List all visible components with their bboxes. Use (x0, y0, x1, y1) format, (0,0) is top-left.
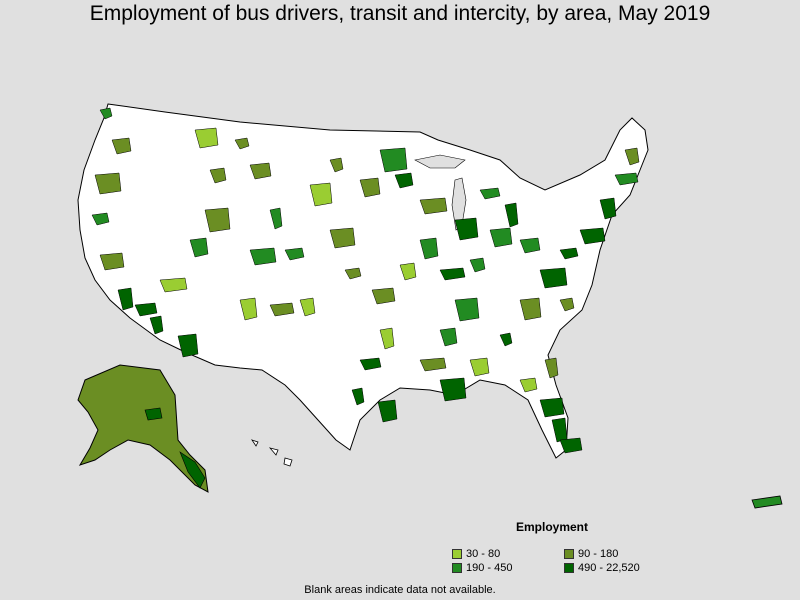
map-region (544, 357, 559, 379)
map-region (539, 397, 565, 418)
map-title: Employment of bus drivers, transit and i… (89, 2, 711, 25)
map-region (469, 357, 490, 377)
legend-item-2: 90 - 180 (564, 548, 618, 560)
map-region (614, 172, 639, 186)
map-region (394, 172, 414, 189)
map-region (91, 212, 110, 226)
alaska-panhandle-region (179, 451, 206, 489)
map-region (519, 377, 538, 393)
map-region (559, 247, 579, 260)
legend-title: Employment (516, 520, 589, 534)
map-region (377, 399, 398, 423)
legend-swatch-4 (564, 563, 574, 573)
legend-item-1: 30 - 80 (452, 548, 500, 560)
map-region (539, 267, 568, 289)
lake-superior (414, 154, 466, 169)
map-region (351, 387, 365, 406)
map-region (559, 437, 583, 454)
map-region (504, 202, 519, 228)
map-region (299, 297, 316, 317)
map-region (329, 227, 356, 249)
map-region (419, 197, 448, 215)
map-region (419, 357, 447, 372)
map-region (519, 237, 541, 254)
map-region (371, 287, 396, 305)
legend-label-2: 90 - 180 (578, 548, 619, 560)
map-region (439, 327, 458, 347)
alaska-region-dark (144, 407, 163, 421)
map-region (551, 417, 568, 443)
map-region (249, 247, 277, 266)
map-region (454, 217, 479, 241)
map-region (309, 182, 333, 207)
map-region (489, 227, 513, 248)
legend-swatch-1 (452, 549, 462, 559)
map-region (379, 147, 408, 173)
map-region (479, 187, 501, 200)
map-region (239, 297, 258, 321)
map-region (111, 137, 132, 155)
map-region (209, 167, 227, 184)
map-region (269, 207, 283, 230)
legend-swatch-3 (452, 563, 462, 573)
legend-swatch-2 (564, 549, 574, 559)
map-region (194, 127, 219, 149)
map-region (249, 162, 272, 180)
map-region (579, 227, 606, 245)
contiguous-us-landmass (77, 103, 649, 459)
map-region (359, 177, 381, 198)
map-region (177, 333, 199, 358)
map-region (439, 377, 467, 402)
map-region (94, 172, 122, 195)
legend-label-4: 490 - 22,520 (578, 562, 640, 574)
map-region (379, 327, 395, 350)
puerto-rico (751, 495, 783, 509)
map-region (159, 277, 188, 293)
map-region (284, 247, 305, 261)
legend-label-1: 30 - 80 (466, 548, 501, 560)
map-region (134, 302, 158, 317)
map-region (599, 197, 617, 220)
map-region (469, 257, 486, 273)
map-region (189, 237, 209, 258)
map-region (269, 302, 295, 317)
alaska-landmass (77, 364, 209, 493)
map-region (204, 207, 231, 233)
area-regions (91, 107, 640, 454)
hawaii-islands (251, 439, 293, 467)
map-region (559, 297, 575, 312)
map-region (399, 262, 417, 281)
map-region (99, 107, 113, 120)
map-region (329, 157, 344, 173)
legend-item-4: 490 - 22,520 (564, 562, 640, 574)
map-region (499, 332, 513, 347)
map-region (519, 297, 542, 321)
legend-item-3: 190 - 450 (452, 562, 512, 574)
map-region (234, 137, 250, 150)
map-region (344, 267, 362, 280)
map-region (454, 297, 480, 322)
legend-label-3: 190 - 450 (466, 562, 513, 574)
map-region (439, 267, 466, 281)
map-region (624, 147, 640, 166)
map-region (419, 237, 439, 260)
map-region (99, 252, 125, 271)
map-region (117, 287, 134, 311)
map-region (359, 357, 382, 371)
footnote: Blank areas indicate data not available. (304, 584, 496, 596)
map-region (149, 315, 164, 335)
